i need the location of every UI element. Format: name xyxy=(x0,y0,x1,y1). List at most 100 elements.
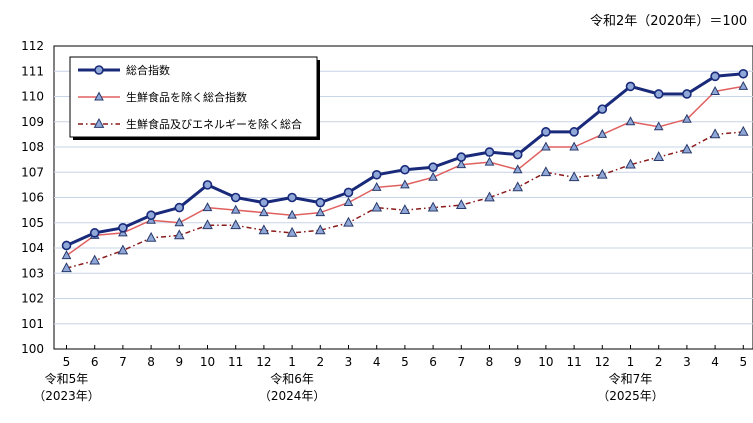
data-point xyxy=(343,197,354,207)
data-point xyxy=(427,201,439,212)
data-point xyxy=(258,224,270,235)
data-point xyxy=(682,89,692,99)
data-point xyxy=(512,149,523,160)
data-point xyxy=(625,158,636,169)
data-point xyxy=(625,81,636,92)
data-point xyxy=(61,262,72,273)
data-point xyxy=(315,197,326,208)
data-point xyxy=(117,244,129,255)
data-point xyxy=(287,192,297,203)
data-point xyxy=(484,147,495,157)
x-tick-label: 8 xyxy=(147,355,155,369)
series-group xyxy=(61,68,749,273)
x-tick-label: 6 xyxy=(429,355,437,369)
data-point xyxy=(400,164,410,175)
data-point xyxy=(682,113,692,123)
data-point xyxy=(568,171,580,182)
legend-item: 生鮮食品及びエネルギーを除く総合 xyxy=(78,117,302,131)
data-point xyxy=(259,197,269,208)
y-tick-label: 102 xyxy=(21,292,44,306)
era-label-western-year: （2025年） xyxy=(597,389,664,403)
data-point xyxy=(738,80,749,90)
data-point xyxy=(597,128,608,138)
data-point xyxy=(174,202,185,213)
era-label-western-year: （2023年） xyxy=(33,389,100,403)
x-axis-era-labels: 令和5年 （2023年） 令和6年 （2024年） 令和7年 （2025年） xyxy=(33,371,664,403)
x-tick-label: 10 xyxy=(200,355,215,369)
legend-label: 生鮮食品を除く総合指数 xyxy=(126,90,247,104)
x-tick-label: 4 xyxy=(711,355,719,369)
era-label-western-year: （2024年） xyxy=(259,389,326,403)
data-point xyxy=(428,171,438,181)
legend-item: 生鮮食品を除く総合指数 xyxy=(78,90,247,104)
y-tick-label: 100 xyxy=(21,342,44,356)
era-label-year: 令和5年 xyxy=(45,371,89,386)
base-year-note: 令和2年（2020年）＝100 xyxy=(590,14,747,29)
data-point xyxy=(230,219,242,230)
y-tick-label: 108 xyxy=(21,140,44,154)
x-tick-label: 8 xyxy=(486,355,494,369)
data-point xyxy=(653,89,664,99)
data-point xyxy=(118,223,128,233)
x-tick-label: 5 xyxy=(401,355,409,369)
data-point xyxy=(314,224,326,235)
x-tick-label: 12 xyxy=(595,355,610,369)
data-point xyxy=(315,207,326,217)
data-point xyxy=(61,250,72,260)
series-3 xyxy=(61,125,749,273)
data-point xyxy=(287,209,297,219)
data-point xyxy=(710,85,720,95)
data-point xyxy=(653,121,664,131)
x-tick-label: 7 xyxy=(119,355,127,369)
x-tick-label: 3 xyxy=(345,355,353,369)
data-point xyxy=(653,151,665,161)
x-tick-label: 10 xyxy=(538,355,553,369)
data-point xyxy=(259,207,269,217)
x-tick-label: 5 xyxy=(739,355,747,369)
data-point xyxy=(371,169,382,180)
data-point xyxy=(737,125,749,136)
x-tick-label: 2 xyxy=(655,355,663,369)
data-point xyxy=(455,199,467,209)
y-tick-label: 101 xyxy=(21,317,44,331)
data-point xyxy=(173,229,185,240)
data-point xyxy=(145,231,157,242)
data-point xyxy=(343,187,354,198)
y-tick-label: 112 xyxy=(21,39,44,53)
y-tick-label: 107 xyxy=(21,165,44,179)
data-point xyxy=(61,240,72,251)
data-point xyxy=(569,127,579,137)
data-point xyxy=(202,219,213,230)
y-axis-ticks: 100 101 102 103 104 105 106 107 108 109 110 111 112 xyxy=(21,39,44,356)
data-point xyxy=(625,116,636,126)
gridlines xyxy=(54,70,753,325)
data-point xyxy=(596,168,608,179)
y-tick-label: 103 xyxy=(21,266,44,280)
y-tick-label: 106 xyxy=(21,191,44,205)
x-tick-label: 6 xyxy=(91,355,99,369)
data-point xyxy=(456,159,467,169)
data-point xyxy=(512,164,523,174)
y-tick-label: 105 xyxy=(21,216,44,230)
x-tick-label: 12 xyxy=(256,355,271,369)
x-tick-label: 2 xyxy=(316,355,324,369)
data-point xyxy=(681,143,693,154)
data-point xyxy=(94,65,104,75)
y-tick-label: 110 xyxy=(21,90,44,104)
legend-label: 生鮮食品及びエネルギーを除く総合 xyxy=(126,117,302,131)
data-point xyxy=(597,104,608,114)
y-tick-label: 111 xyxy=(21,64,44,78)
x-tick-label: 1 xyxy=(288,355,296,369)
x-tick-label: 9 xyxy=(514,355,522,369)
data-point xyxy=(484,156,495,166)
data-point xyxy=(456,152,467,162)
data-point xyxy=(146,210,156,220)
legend-item: 総合指数 xyxy=(78,63,170,77)
data-point xyxy=(230,204,241,214)
data-point xyxy=(89,228,100,238)
x-tick-label: 9 xyxy=(175,355,183,369)
data-point xyxy=(709,128,721,139)
era-label-year: 令和6年 xyxy=(270,371,314,386)
x-tick-label: 4 xyxy=(373,355,381,369)
